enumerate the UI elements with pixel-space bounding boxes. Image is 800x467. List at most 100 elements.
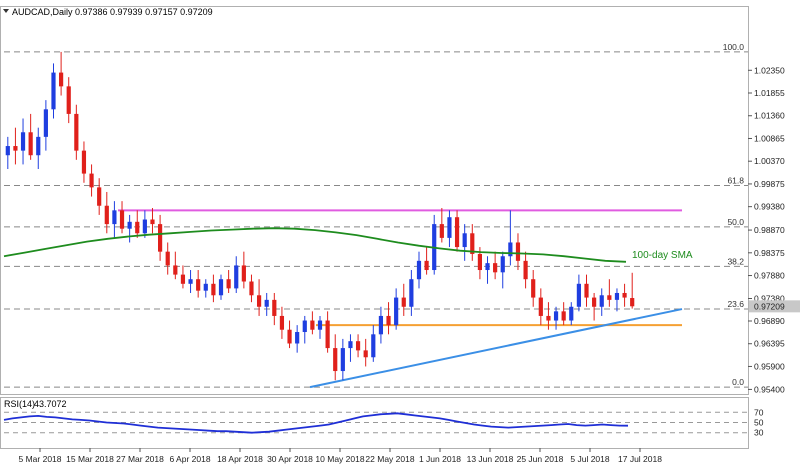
candle-body [515, 242, 521, 261]
current-price-label: 0.97209 [754, 301, 785, 311]
candle-body [272, 299, 277, 316]
candle-body [355, 341, 361, 351]
candle-body [256, 295, 262, 307]
candle-body [295, 332, 300, 344]
candle-body [310, 320, 315, 330]
candle-body [401, 297, 406, 307]
candle-body [546, 315, 551, 321]
candle-body [119, 210, 125, 229]
candle-body [523, 260, 528, 280]
candle-body [302, 320, 307, 333]
candle-body [340, 348, 345, 372]
fib-level-label: 100.0 [723, 42, 745, 52]
candle-body [20, 132, 26, 151]
y-tick-label: 0.96890 [754, 316, 785, 326]
y-tick-label: 1.01855 [754, 88, 785, 98]
candle-body [188, 279, 193, 284]
candle-body [226, 279, 231, 289]
candle-body [363, 350, 368, 358]
candle-body [614, 292, 620, 300]
x-tick-label: 15 Mar 2018 [66, 454, 114, 464]
candle-body [104, 205, 109, 225]
rsi-tick-label: 50 [754, 418, 764, 428]
y-axis: 1.02350 1.01855 1.01360 1.00865 1.00370 0.998… [748, 65, 800, 394]
candle-body [592, 297, 597, 307]
candle-body [325, 320, 330, 349]
sma-annotation: 100-day SMA [632, 250, 693, 261]
candle-body [348, 341, 353, 349]
candle-body [97, 187, 102, 206]
candle-body [127, 221, 132, 229]
y-tick-label: 0.98375 [754, 248, 785, 258]
y-tick-label: 1.02350 [754, 65, 785, 75]
candle-body [599, 295, 604, 307]
candle-body [462, 233, 467, 248]
candle-body [470, 233, 475, 254]
candle-body [28, 132, 33, 156]
ohlc-label: 0.97386 0.97939 0.97157 0.97209 [75, 7, 213, 17]
x-tick-label: 6 Apr 2018 [169, 454, 210, 464]
candle-body [287, 329, 292, 344]
sma-100-line [3, 227, 627, 263]
sma-group [3, 227, 627, 263]
candle-body [477, 253, 482, 271]
y-tick-label: 0.95400 [754, 384, 785, 394]
x-tick-label: 27 Mar 2018 [116, 454, 164, 464]
candle-body [424, 260, 429, 271]
fib-level-label: 38.2 [727, 256, 744, 266]
x-tick-label: 30 Apr 2018 [267, 454, 313, 464]
candle-body [553, 311, 559, 321]
candle-body [416, 260, 422, 280]
rsi-value-label: 43.7072 [34, 399, 67, 409]
candle-body [622, 292, 627, 298]
candle-body [607, 295, 612, 300]
candle-body [211, 283, 216, 296]
candle-body [66, 86, 71, 114]
candle-body [180, 274, 186, 284]
candle-body [485, 263, 490, 271]
candle-body [538, 297, 543, 316]
y-tick-label: 1.01360 [754, 111, 785, 121]
symbol-label: AUDCAD,Daily [12, 7, 73, 17]
x-tick-label: 22 May 2018 [365, 454, 414, 464]
x-tick-label: 5 Mar 2018 [19, 454, 62, 464]
candle-body [241, 265, 246, 282]
fib-level-label: 50.0 [727, 217, 744, 227]
candle-body [173, 265, 178, 275]
rsi-tick-label: 70 [754, 407, 764, 417]
candle-body [454, 217, 460, 248]
candle-body [142, 219, 147, 234]
candle-body [196, 279, 201, 291]
candle-body [508, 242, 513, 257]
rsi-line [3, 412, 629, 434]
candle-body [439, 224, 444, 238]
ascending-trendline [309, 308, 683, 389]
candle-body [74, 113, 79, 151]
candle-body [394, 297, 399, 326]
candle-body [584, 283, 589, 298]
rsi-label: RSI(14) [4, 399, 35, 409]
candle-body [561, 311, 566, 321]
candle-body [447, 217, 452, 238]
candle-body [333, 348, 338, 372]
candle-body [378, 315, 384, 335]
candle-body [386, 315, 391, 326]
candle-body [630, 298, 635, 307]
candle-body [317, 320, 323, 330]
candle-body [89, 173, 94, 188]
candle-body [150, 219, 155, 225]
x-tick-label: 18 Apr 2018 [217, 454, 263, 464]
y-tick-label: 0.97380 [754, 293, 785, 303]
candle-body [493, 263, 498, 273]
candle-body [576, 283, 581, 307]
y-tick-label: 0.98870 [754, 225, 785, 235]
candle-body [234, 265, 239, 289]
candle-body [36, 136, 41, 156]
candle-body [409, 279, 414, 307]
x-tick-label: 5 Jul 2018 [570, 454, 609, 464]
fib-level-label: 61.8 [727, 176, 744, 186]
candle-body [81, 150, 87, 174]
y-tick-label: 1.00370 [754, 156, 785, 166]
